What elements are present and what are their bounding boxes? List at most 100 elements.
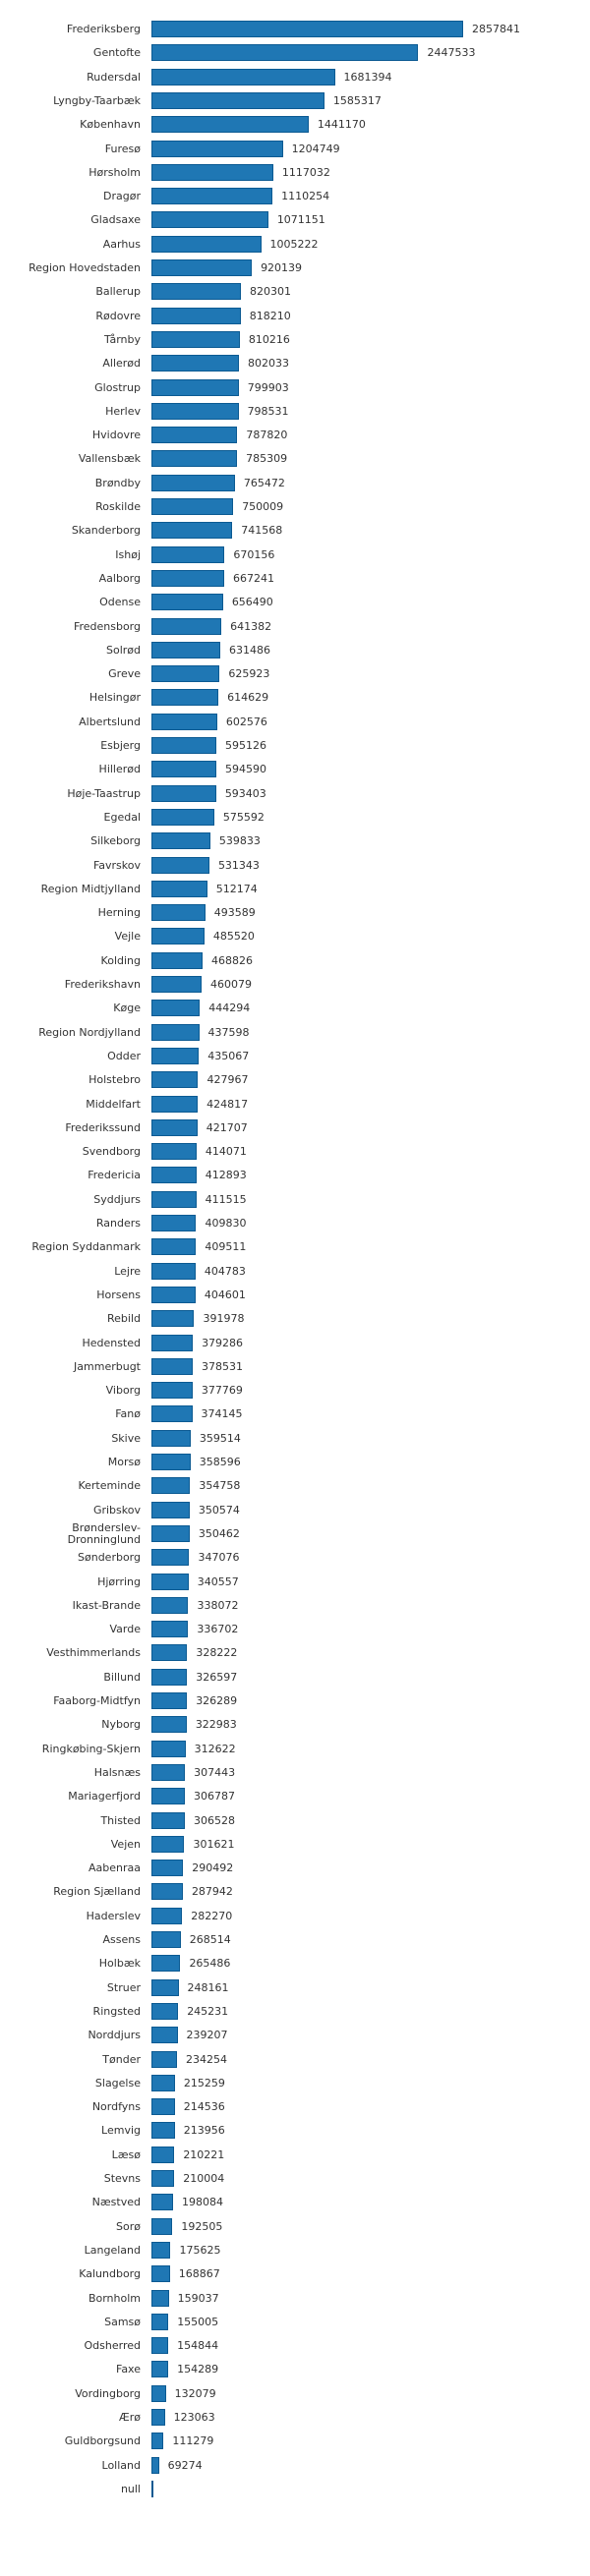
bar[interactable] [151, 1621, 189, 1638]
bar[interactable] [151, 163, 273, 181]
bar[interactable] [151, 808, 214, 826]
bar[interactable] [151, 1524, 190, 1542]
bar[interactable] [151, 976, 203, 993]
bar[interactable] [151, 1190, 197, 1208]
bar[interactable] [151, 235, 262, 253]
bar[interactable] [151, 1978, 179, 1996]
bar[interactable] [151, 2313, 169, 2330]
bar[interactable] [151, 427, 238, 444]
bar[interactable] [151, 450, 238, 468]
bar[interactable] [151, 761, 216, 778]
bar[interactable] [151, 569, 224, 587]
bar[interactable] [151, 1644, 188, 1662]
bar[interactable] [151, 1262, 196, 1280]
bar[interactable] [151, 617, 222, 635]
bar[interactable] [151, 498, 234, 515]
bar[interactable] [151, 2098, 175, 2116]
bar[interactable] [151, 2170, 175, 2187]
bar[interactable] [151, 1357, 193, 1375]
bar[interactable] [151, 1573, 189, 1590]
bar[interactable] [151, 188, 273, 205]
bar[interactable] [151, 1788, 186, 1805]
bar[interactable] [151, 1405, 193, 1423]
bar[interactable] [151, 283, 241, 301]
bar[interactable] [151, 1167, 197, 1184]
bar[interactable] [151, 713, 217, 730]
bar[interactable] [151, 665, 220, 683]
bar[interactable] [151, 259, 253, 276]
bar[interactable] [151, 1334, 194, 1351]
bar[interactable] [151, 1668, 188, 1686]
bar[interactable] [151, 737, 216, 754]
bar[interactable] [151, 1835, 185, 1853]
bar[interactable] [151, 641, 221, 658]
bar[interactable] [151, 1549, 190, 1567]
bar[interactable] [151, 2456, 159, 2474]
bar[interactable] [151, 474, 235, 491]
bar[interactable] [151, 1000, 201, 1017]
bar[interactable] [151, 330, 240, 348]
bar[interactable] [151, 689, 219, 707]
bar[interactable] [151, 545, 225, 563]
bar[interactable] [151, 2241, 171, 2259]
bar[interactable] [151, 1860, 184, 1877]
bar[interactable] [151, 1907, 183, 1924]
bar[interactable] [151, 1047, 200, 1064]
bar[interactable] [151, 44, 419, 62]
bar[interactable] [151, 2361, 169, 2378]
bar[interactable] [151, 1238, 197, 1256]
bar[interactable] [151, 2480, 153, 2497]
bar[interactable] [151, 2146, 175, 2163]
bar[interactable] [151, 2384, 166, 2402]
bar[interactable] [151, 2217, 173, 2235]
bar[interactable] [151, 1692, 188, 1709]
bar[interactable] [151, 402, 239, 420]
bar[interactable] [151, 1931, 181, 1948]
bar[interactable] [151, 140, 283, 157]
bar[interactable] [151, 1763, 186, 1781]
bar[interactable] [151, 1310, 195, 1328]
bar[interactable] [151, 1811, 185, 1829]
bar[interactable] [151, 1477, 191, 1495]
bar[interactable] [151, 1454, 191, 1470]
bar[interactable] [151, 21, 463, 37]
bar[interactable] [151, 522, 233, 540]
bar[interactable] [151, 2050, 177, 2068]
bar[interactable] [151, 856, 209, 874]
bar[interactable] [151, 2265, 170, 2283]
bar[interactable] [151, 784, 216, 802]
bar[interactable] [151, 1143, 197, 1161]
bar[interactable] [151, 1501, 190, 1518]
bar[interactable] [151, 2433, 164, 2450]
bar[interactable] [151, 116, 309, 134]
bar[interactable] [151, 2002, 179, 2020]
bar[interactable] [151, 2337, 169, 2355]
bar[interactable] [151, 2074, 175, 2091]
bar[interactable] [151, 928, 205, 945]
bar[interactable] [151, 1955, 181, 1973]
bar[interactable] [151, 1071, 199, 1089]
bar[interactable] [151, 307, 241, 324]
bar[interactable] [151, 1740, 186, 1757]
bar[interactable] [151, 1286, 196, 1303]
bar[interactable] [151, 1716, 187, 1734]
bar[interactable] [151, 1883, 183, 1901]
bar[interactable] [151, 1429, 191, 1447]
bar[interactable] [151, 2194, 173, 2211]
bar[interactable] [151, 91, 324, 109]
bar[interactable] [151, 1095, 199, 1113]
bar[interactable] [151, 378, 239, 396]
bar[interactable] [151, 2289, 169, 2307]
bar[interactable] [151, 832, 210, 850]
bar[interactable] [151, 2122, 175, 2140]
bar[interactable] [151, 2409, 165, 2426]
bar[interactable] [151, 1118, 198, 1136]
bar[interactable] [151, 1215, 197, 1231]
bar[interactable] [151, 880, 207, 897]
bar[interactable] [151, 904, 206, 922]
bar[interactable] [151, 211, 268, 229]
bar[interactable] [151, 1382, 193, 1400]
bar[interactable] [151, 951, 203, 969]
bar[interactable] [151, 594, 223, 611]
bar[interactable] [151, 355, 239, 372]
